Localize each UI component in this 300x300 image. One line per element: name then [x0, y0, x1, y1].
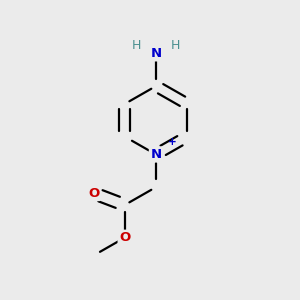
Text: H: H	[171, 40, 180, 52]
Text: N: N	[150, 148, 161, 161]
Text: +: +	[168, 137, 177, 147]
Text: H: H	[132, 40, 141, 52]
Text: O: O	[119, 231, 130, 244]
Text: O: O	[88, 187, 99, 200]
Text: N: N	[150, 47, 161, 60]
